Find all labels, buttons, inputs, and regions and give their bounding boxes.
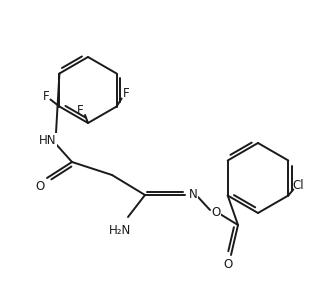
Text: HN: HN xyxy=(39,134,57,146)
Text: O: O xyxy=(36,180,45,193)
Text: Cl: Cl xyxy=(293,179,304,192)
Text: N: N xyxy=(189,188,197,202)
Text: F: F xyxy=(77,103,83,117)
Text: F: F xyxy=(43,90,50,103)
Text: F: F xyxy=(123,87,130,100)
Text: H₂N: H₂N xyxy=(109,224,131,236)
Text: O: O xyxy=(223,258,233,272)
Text: O: O xyxy=(211,205,221,219)
